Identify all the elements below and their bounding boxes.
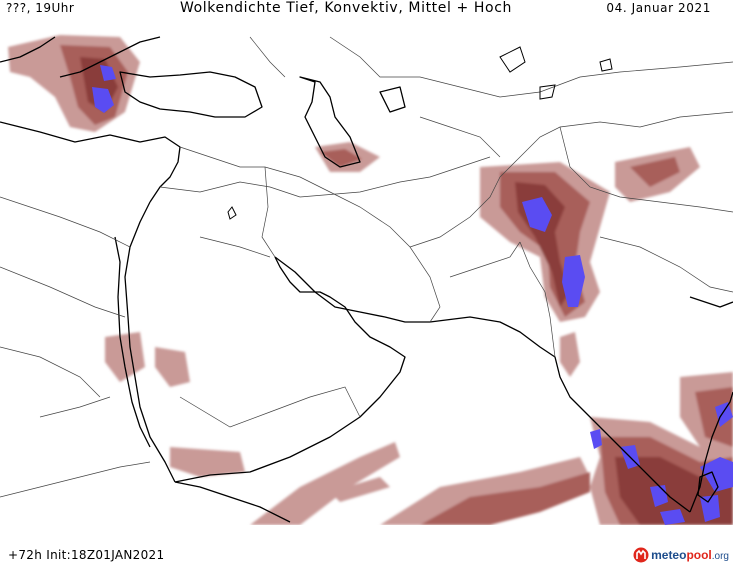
cloud-density-map[interactable] bbox=[0, 17, 733, 525]
country-borders bbox=[0, 36, 733, 498]
convective-cells bbox=[92, 65, 733, 525]
cloud-cover-layer bbox=[8, 35, 733, 525]
meteopool-brand-link[interactable]: meteopool.org bbox=[633, 547, 729, 563]
meteopool-logo-icon bbox=[633, 547, 649, 563]
valid-time-label: ???, 19Uhr bbox=[6, 1, 75, 15]
lakes bbox=[227, 46, 613, 220]
coastlines bbox=[0, 36, 733, 523]
forecast-init-label: +72h Init:18Z01JAN2021 bbox=[8, 548, 165, 562]
map-title: Wolkendichte Tief, Konvektiv, Mittel + H… bbox=[180, 0, 512, 16]
map-date: 04. Januar 2021 bbox=[606, 1, 711, 15]
meteopool-wordmark: meteopool.org bbox=[651, 548, 729, 562]
